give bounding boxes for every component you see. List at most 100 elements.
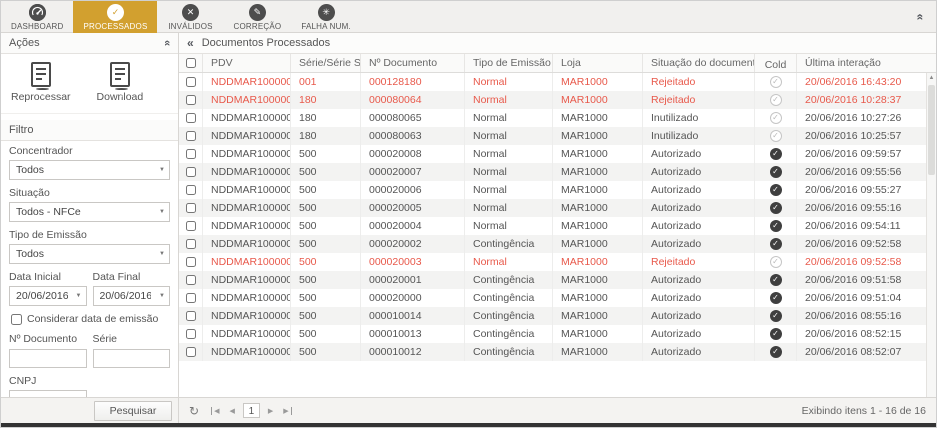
column-header-documento[interactable]: Nº Documento	[361, 54, 465, 72]
table-row[interactable]: NDDMAR1000001001180000080064NormalMAR100…	[179, 91, 926, 109]
row-checkbox[interactable]	[185, 131, 196, 141]
row-checkbox-cell	[179, 343, 203, 361]
cell-pdv: NDDMAR1000001001	[203, 217, 291, 235]
row-checkbox[interactable]	[185, 95, 196, 105]
cell-ultima-interacao: 20/06/2016 10:28:37	[805, 94, 902, 106]
row-checkbox[interactable]	[185, 113, 196, 123]
cell-loja: MAR1000	[553, 91, 643, 109]
row-checkbox[interactable]	[185, 311, 196, 321]
pagination-page-input[interactable]: 1	[242, 403, 260, 418]
panel-collapse-icon[interactable]: «	[160, 39, 173, 47]
pagination-last-icon[interactable]: ▶	[281, 406, 292, 415]
row-checkbox[interactable]	[185, 149, 196, 159]
tab-correcao[interactable]: ✎ CORREÇÃO	[223, 1, 291, 33]
refresh-icon[interactable]: ↻	[189, 403, 200, 418]
row-checkbox[interactable]	[185, 185, 196, 195]
cell-pdv: NDDMAR1000001001	[203, 73, 291, 91]
table-row[interactable]: NDDMAR1000001001500000020005NormalMAR100…	[179, 199, 926, 217]
ribbon-collapse-icon[interactable]: «	[913, 13, 928, 21]
tab-processados[interactable]: ✓ PROCESSADOS	[73, 1, 158, 33]
column-header-serie[interactable]: Série/Série SAT	[291, 54, 361, 72]
cold-check-icon: ✓	[769, 202, 782, 214]
table-row[interactable]: NDDMAR1000001001500000010013Contingência…	[179, 325, 926, 343]
row-checkbox[interactable]	[185, 275, 196, 285]
column-header-ultima[interactable]: Última interação	[805, 57, 881, 69]
cell-loja: MAR1000	[553, 109, 643, 127]
cell-ultima-interacao: 20/06/2016 09:52:58	[805, 238, 902, 250]
table-row[interactable]: NDDMAR1000001001500000020003NormalMAR100…	[179, 253, 926, 271]
column-header-situacao[interactable]: Situação do documento	[643, 54, 755, 72]
situacao-select[interactable]: Todos - NFCe ▼	[9, 202, 170, 222]
table-row[interactable]: NDDMAR1000001001500000010014Contingência…	[179, 307, 926, 325]
table-row[interactable]: NDDMAR1000001001500000020000Contingência…	[179, 289, 926, 307]
cell-serie: 500	[291, 271, 361, 289]
table-row[interactable]: NDDMAR1000001001500000020002Contingência…	[179, 235, 926, 253]
pagination-first-icon[interactable]: ◀	[211, 406, 221, 415]
tab-dashboard[interactable]: DASHBOARD	[1, 1, 73, 33]
row-checkbox[interactable]	[185, 167, 196, 177]
table-row[interactable]: NDDMAR1000001001500000010012Contingência…	[179, 343, 926, 361]
column-header-tipo[interactable]: Tipo de Emissão	[465, 54, 553, 72]
cell-loja: MAR1000	[553, 325, 643, 343]
select-all-checkbox[interactable]	[185, 58, 196, 68]
column-header-cold[interactable]: Cold	[755, 54, 797, 72]
cell-cold: ✓	[755, 145, 797, 163]
vertical-scrollbar[interactable]: ▲	[926, 73, 936, 397]
table-row[interactable]: NDDMAR1000001001500000020008NormalMAR100…	[179, 145, 926, 163]
tipo-emissao-select[interactable]: Todos ▼	[9, 244, 170, 264]
scrollbar-thumb[interactable]	[928, 85, 935, 175]
table-row[interactable]: NDDMAR1000001001500000020006NormalMAR100…	[179, 181, 926, 199]
x-circle-icon: ✕	[181, 4, 199, 21]
scroll-up-icon[interactable]: ▲	[928, 75, 935, 81]
cell-cold: ✓	[755, 73, 797, 91]
row-checkbox-cell	[179, 109, 203, 127]
table-row[interactable]: NDDMAR1000001001500000020004NormalMAR100…	[179, 217, 926, 235]
row-checkbox[interactable]	[185, 257, 196, 267]
row-checkbox[interactable]	[185, 347, 196, 357]
cell-tipo-emissao: Normal	[465, 145, 553, 163]
cold-check-icon: ✓	[769, 292, 782, 304]
table-row[interactable]: NDDMAR1000001001180000080065NormalMAR100…	[179, 109, 926, 127]
cell-situacao: Autorizado	[643, 343, 755, 361]
pagination-next-icon[interactable]: ▶	[267, 407, 274, 415]
list-header: « Documentos Processados	[179, 33, 936, 54]
actions-row: ↻ Reprocessar ↓ Download	[1, 54, 178, 114]
data-final-picker[interactable]: 20/06/2016 ▼	[92, 286, 170, 306]
table-row[interactable]: NDDMAR1000001001500000020001Contingência…	[179, 271, 926, 289]
table-row[interactable]: NDDMAR1000001001500000020007NormalMAR100…	[179, 163, 926, 181]
row-checkbox[interactable]	[185, 221, 196, 231]
row-checkbox-cell	[179, 307, 203, 325]
reprocess-icon: ↻	[30, 62, 51, 99]
reprocess-button[interactable]: ↻ Reprocessar	[11, 62, 71, 103]
cell-tipo-emissao: Normal	[465, 163, 553, 181]
download-button[interactable]: ↓ Download	[97, 62, 143, 103]
row-checkbox-cell	[179, 91, 203, 109]
data-final-label: Data Final	[92, 271, 141, 283]
table-row[interactable]: NDDMAR1000001001180000080063NormalMAR100…	[179, 127, 926, 145]
row-checkbox[interactable]	[185, 203, 196, 213]
column-header-loja[interactable]: Loja	[553, 54, 643, 72]
cell-loja: MAR1000	[553, 253, 643, 271]
cell-tipo-emissao: Contingência	[465, 343, 553, 361]
cold-check-icon: ✓	[769, 94, 782, 106]
concentrador-select[interactable]: Todos ▼	[9, 160, 170, 180]
collapse-sidebar-icon[interactable]: «	[187, 36, 194, 50]
tab-invalidos[interactable]: ✕ INVÁLIDOS	[157, 1, 223, 33]
row-checkbox[interactable]	[185, 239, 196, 249]
table-row[interactable]: NDDMAR1000001001001000128180NormalMAR100…	[179, 73, 926, 91]
cold-check-icon: ✓	[769, 148, 782, 160]
row-checkbox-cell	[179, 163, 203, 181]
chevron-down-icon: ▼	[159, 251, 165, 257]
num-documento-input[interactable]	[9, 348, 87, 368]
search-button[interactable]: Pesquisar	[94, 400, 172, 421]
pagination-prev-icon[interactable]: ◀	[229, 407, 235, 415]
data-inicial-picker[interactable]: 20/06/2016 ▼	[9, 286, 87, 306]
tab-falha-num[interactable]: ✳ FALHA NUM.	[291, 1, 361, 33]
row-checkbox[interactable]	[185, 77, 196, 87]
considerar-emissao-checkbox[interactable]	[11, 313, 22, 325]
row-checkbox[interactable]	[185, 329, 196, 339]
row-checkbox[interactable]	[185, 293, 196, 303]
column-header-pdv[interactable]: PDV	[203, 54, 291, 72]
serie-input[interactable]	[92, 348, 170, 368]
